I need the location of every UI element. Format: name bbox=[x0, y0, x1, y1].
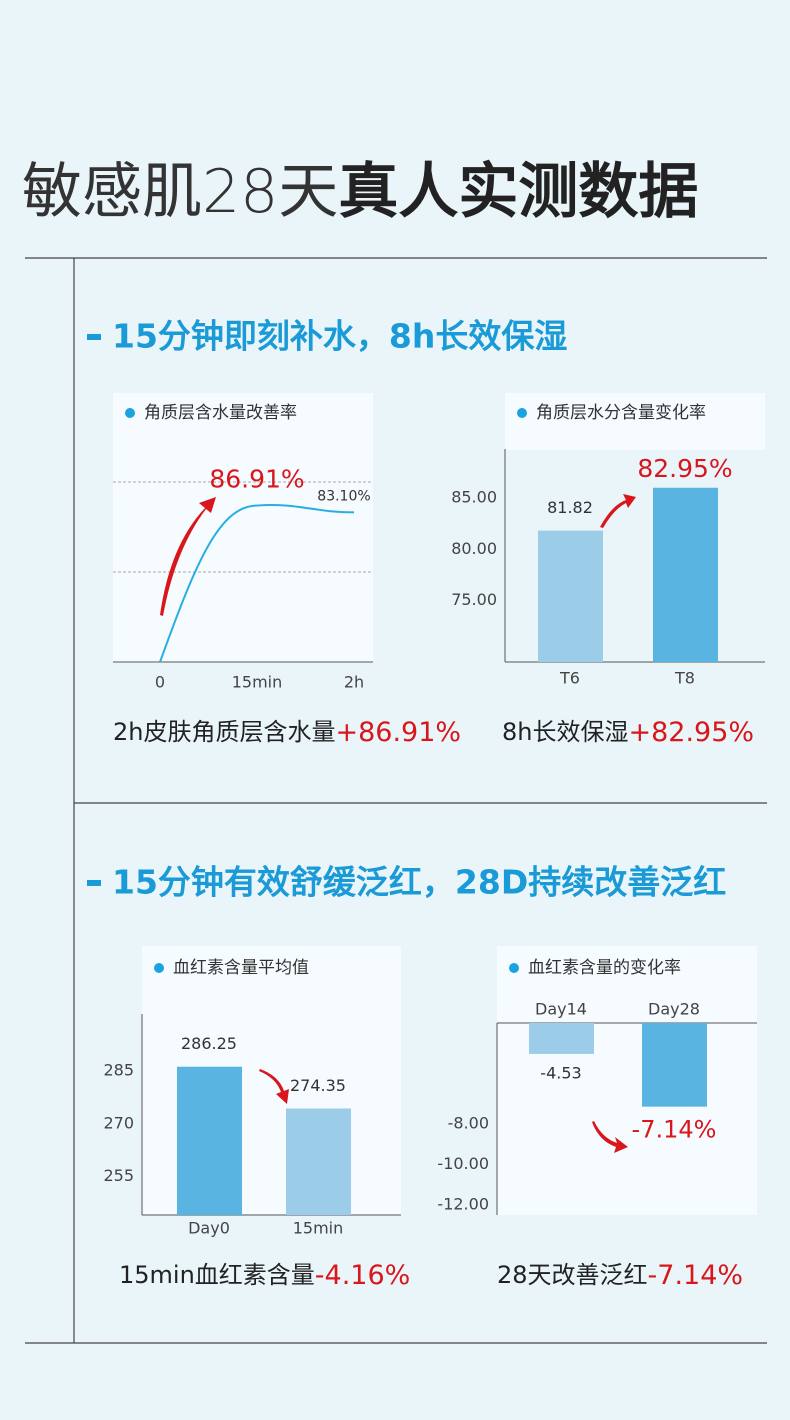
x-tick-label: 15min bbox=[293, 1219, 344, 1238]
caption-value: +82.95% bbox=[628, 717, 754, 748]
arrow bbox=[160, 497, 216, 616]
bar bbox=[653, 487, 718, 662]
title-dot bbox=[125, 408, 135, 418]
y-tick-label: 255 bbox=[103, 1166, 134, 1185]
x-tick-label: T8 bbox=[674, 669, 695, 688]
panel bbox=[497, 946, 757, 1215]
value-label: 81.82 bbox=[547, 498, 593, 517]
caption-value: +86.91% bbox=[335, 717, 461, 748]
value-label: 83.10% bbox=[317, 488, 370, 504]
chart-title: 血红素含量平均值 bbox=[173, 958, 309, 978]
value-label: 286.25 bbox=[181, 1034, 237, 1053]
chart-title: 血红素含量的变化率 bbox=[528, 958, 681, 978]
annotation: 82.95% bbox=[637, 454, 732, 483]
panel bbox=[113, 393, 373, 663]
caption-value: -4.16% bbox=[315, 1260, 411, 1291]
arrow bbox=[592, 1121, 628, 1153]
caption-text: 28天改善泛红 bbox=[497, 1261, 648, 1289]
caption-text: 2h皮肤角质层含水量 bbox=[113, 718, 335, 746]
title-dot bbox=[509, 963, 519, 973]
y-tick-label: -8.00 bbox=[448, 1114, 489, 1133]
bar bbox=[286, 1108, 351, 1215]
bar bbox=[529, 1023, 594, 1054]
y-tick-label: -12.00 bbox=[437, 1194, 489, 1213]
y-tick-label: 270 bbox=[103, 1113, 134, 1132]
x-tick-label: Day0 bbox=[188, 1219, 230, 1238]
caption: 28天改善泛红-7.14% bbox=[497, 1260, 743, 1291]
value-label: -7.14% bbox=[632, 1116, 717, 1144]
line bbox=[159, 504, 355, 663]
x-tick-label: Day28 bbox=[648, 1000, 700, 1019]
section-heading: 15分钟即刻补水，8h长效保湿 bbox=[112, 317, 567, 356]
bar bbox=[177, 1066, 242, 1215]
title-dot bbox=[517, 408, 527, 418]
caption: 15min血红素含量-4.16% bbox=[119, 1260, 410, 1291]
x-tick-label: Day14 bbox=[535, 1000, 587, 1019]
chart-title: 角质层含水量改善率 bbox=[144, 403, 297, 423]
chart-title: 角质层水分含量变化率 bbox=[536, 403, 706, 423]
title-light: 敏感肌28天 bbox=[22, 157, 338, 227]
title-bold: 真人实测数据 bbox=[338, 157, 698, 227]
y-tick-label: 80.00 bbox=[451, 539, 497, 558]
arrow bbox=[600, 494, 636, 528]
panel bbox=[505, 393, 765, 450]
caption-text: 8h长效保湿 bbox=[502, 718, 628, 746]
value-label: -4.53 bbox=[540, 1063, 581, 1082]
caption-value: -7.14% bbox=[648, 1260, 744, 1291]
arrow bbox=[259, 1069, 289, 1104]
bar bbox=[642, 1023, 707, 1107]
y-tick-label: 85.00 bbox=[451, 488, 497, 507]
annotation: 86.91% bbox=[209, 465, 304, 494]
y-tick-label: -10.00 bbox=[437, 1154, 489, 1173]
x-tick-label: 15min bbox=[232, 673, 283, 692]
section-heading: 15分钟有效舒缓泛红，28D持续改善泛红 bbox=[112, 863, 726, 902]
heading-marker bbox=[87, 334, 101, 340]
caption: 8h长效保湿+82.95% bbox=[502, 717, 754, 748]
arrows bbox=[160, 494, 636, 1153]
y-tick-label: 75.00 bbox=[451, 590, 497, 609]
caption: 2h皮肤角质层含水量+86.91% bbox=[113, 717, 461, 748]
value-label: 274.35 bbox=[290, 1076, 346, 1095]
bar bbox=[538, 530, 603, 662]
x-tick-label: 2h bbox=[344, 673, 364, 692]
x-tick-label: 0 bbox=[155, 673, 165, 692]
y-tick-label: 285 bbox=[103, 1061, 134, 1080]
caption-text: 15min血红素含量 bbox=[119, 1261, 315, 1289]
x-tick-label: T6 bbox=[559, 669, 580, 688]
page-title: 敏感肌28天真人实测数据 bbox=[22, 157, 698, 227]
title-dot bbox=[154, 963, 164, 973]
heading-marker bbox=[87, 880, 101, 886]
